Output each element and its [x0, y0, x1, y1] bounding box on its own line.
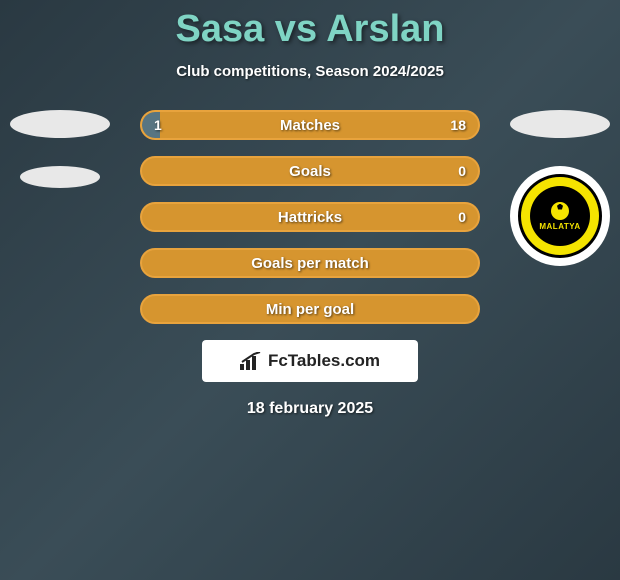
- stat-row-min-per-goal: Min per goal: [140, 294, 480, 324]
- stats-area: MALATYA 1 Matches 18 Goals 0 Hattricks 0: [0, 110, 620, 418]
- stat-label: Matches: [142, 112, 478, 138]
- stat-row-goals: Goals 0: [140, 156, 480, 186]
- stat-label: Goals per match: [142, 250, 478, 276]
- club-crest-icon: MALATYA: [518, 174, 602, 258]
- stat-label: Goals: [142, 158, 478, 184]
- stat-row-goals-per-match: Goals per match: [140, 248, 480, 278]
- crest-text: MALATYA: [539, 222, 580, 231]
- watermark-text: FcTables.com: [268, 351, 380, 371]
- left-player-badges: [10, 110, 110, 216]
- watermark: FcTables.com: [202, 340, 418, 382]
- chart-icon: [240, 352, 262, 370]
- right-player-badges: MALATYA: [510, 110, 610, 266]
- stat-label: Min per goal: [142, 296, 478, 322]
- page-title: Sasa vs Arslan: [0, 0, 620, 51]
- stat-row-hattricks: Hattricks 0: [140, 202, 480, 232]
- player-left-avatar-placeholder: [10, 110, 110, 138]
- stat-right-value: 0: [458, 204, 466, 230]
- stat-row-matches: 1 Matches 18: [140, 110, 480, 140]
- comparison-bars: 1 Matches 18 Goals 0 Hattricks 0 Goals p…: [140, 110, 480, 324]
- date-text: 18 february 2025: [0, 400, 620, 418]
- subtitle: Club competitions, Season 2024/2025: [0, 63, 620, 80]
- club-left-badge-placeholder: [20, 166, 100, 188]
- stat-right-value: 0: [458, 158, 466, 184]
- stat-label: Hattricks: [142, 204, 478, 230]
- stat-right-value: 18: [450, 112, 466, 138]
- player-right-avatar-placeholder: [510, 110, 610, 138]
- club-right-badge: MALATYA: [510, 166, 610, 266]
